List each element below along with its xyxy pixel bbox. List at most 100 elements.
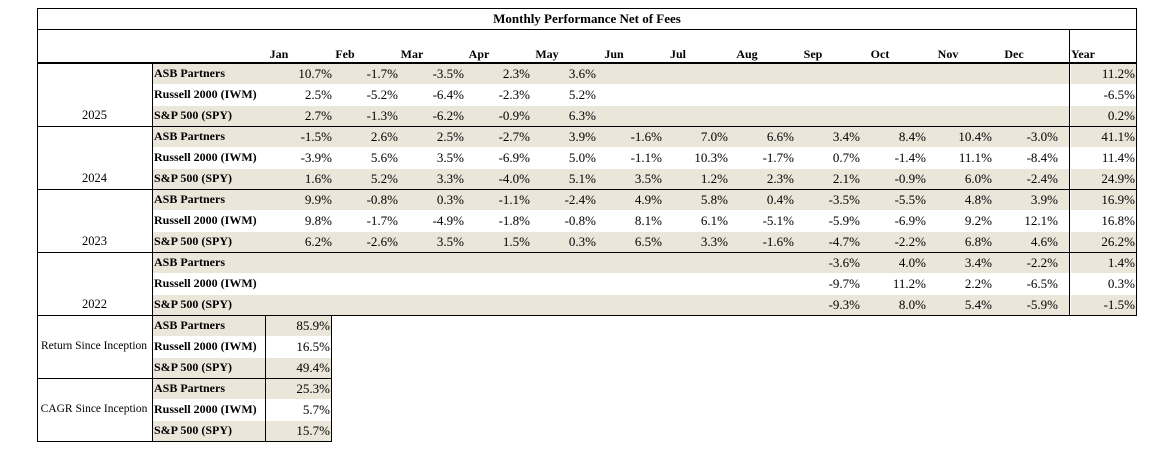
table-cell: -2.4% [1026,171,1058,186]
year-shade [1071,252,1136,273]
table-cell: -2.7% [498,129,530,144]
table-border [265,315,266,441]
year-shade [1071,105,1136,126]
summary-row-shade [153,420,265,441]
month-header-nov: Nov [937,47,959,61]
month-header-jul: Jul [669,47,686,61]
table-cell: 2.3% [766,171,794,186]
table-cell: 4.9% [634,192,662,207]
table-cell: -5.2% [366,87,398,102]
row-shade [153,63,1069,84]
table-cell: -3.0% [1026,129,1058,144]
table-cell: -1.5% [300,129,332,144]
table-cell: 1.6% [304,171,332,186]
table-cell: 9.2% [964,213,992,228]
summary-value: 5.7% [302,402,330,417]
year-shade [1071,63,1136,84]
year-label: 2022 [82,297,107,311]
table-cell: 5.2% [568,87,596,102]
row-label: Russell 2000 (IWM) [154,276,257,290]
row-shade [153,126,1069,147]
year-column-header: Year [1071,47,1095,61]
table-border [152,315,153,441]
table-cell: -3.5% [828,192,860,207]
month-header-dec: Dec [1004,47,1024,61]
row-label: ASB Partners [154,66,225,80]
summary-value: 16.5% [296,339,330,354]
table-cell: -2.4% [564,192,596,207]
row-label: S&P 500 (SPY) [154,234,232,248]
table-cell: -2.6% [366,234,398,249]
table-cell: -6.9% [894,213,926,228]
table-cell: 5.0% [568,150,596,165]
table-cell: 4.0% [898,255,926,270]
table-border [1069,30,1070,315]
table-cell: 9.8% [304,213,332,228]
summary-value-shade [266,378,331,399]
table-cell: -2.3% [498,87,530,102]
table-cell: -1.7% [762,150,794,165]
row-shade [153,168,1069,189]
row-label: Russell 2000 (IWM) [154,213,257,227]
summary-section-label: Return Since Inception [40,340,148,352]
table-cell: -1.7% [366,213,398,228]
table-cell: 2.2% [964,276,992,291]
table-cell: 5.1% [568,171,596,186]
table-cell: 8.1% [634,213,662,228]
table-cell: -2.2% [1026,255,1058,270]
table-cell: -1.7% [366,66,398,81]
table-cell: 8.0% [898,297,926,312]
year-total-cell: 26.2% [1101,234,1135,249]
row-label: S&P 500 (SPY) [154,297,232,311]
table-border [152,63,153,315]
table-cell: 3.4% [832,129,860,144]
summary-row-shade [153,315,265,336]
summary-row-label: ASB Partners [154,381,225,395]
table-cell: 5.4% [964,297,992,312]
summary-value: 49.4% [296,360,330,375]
table-title: Monthly Performance Net of Fees [37,8,1137,30]
month-header-oct: Oct [870,47,890,61]
year-total-cell: 0.2% [1107,108,1135,123]
month-header-jan: Jan [269,47,289,61]
year-shade [1071,189,1136,210]
table-cell: -5.9% [1026,297,1058,312]
table-cell: 3.5% [436,150,464,165]
table-cell: 0.7% [832,150,860,165]
year-total-cell: 41.1% [1101,129,1135,144]
row-shade [153,252,1069,273]
summary-row-label: Russell 2000 (IWM) [154,339,257,353]
table-cell: 11.2% [892,276,926,291]
table-cell: 8.4% [898,129,926,144]
table-cell: 3.4% [964,255,992,270]
month-header-sep: Sep [803,47,823,61]
summary-value: 15.7% [296,423,330,438]
row-label: Russell 2000 (IWM) [154,87,257,101]
table-cell: -4.9% [432,213,464,228]
table-cell: -5.5% [894,192,926,207]
table-cell: 2.7% [304,108,332,123]
year-label: 2024 [82,171,107,185]
table-cell: 0.3% [568,234,596,249]
table-cell: 6.5% [634,234,662,249]
table-cell: -6.2% [432,108,464,123]
row-label: S&P 500 (SPY) [154,171,232,185]
table-cell: -1.1% [498,192,530,207]
table-cell: 9.9% [304,192,332,207]
table-cell: 2.1% [832,171,860,186]
table-cell: 0.3% [436,192,464,207]
table-cell: -1.6% [762,234,794,249]
table-cell: 3.5% [634,171,662,186]
summary-row-label: S&P 500 (SPY) [154,423,232,437]
year-total-cell: 16.8% [1101,213,1135,228]
table-cell: 3.5% [436,234,464,249]
year-total-cell: 11.4% [1101,150,1135,165]
row-shade [153,189,1069,210]
table-cell: -8.4% [1026,150,1058,165]
row-shade [153,294,1069,315]
row-shade [153,231,1069,252]
table-cell: -5.1% [762,213,794,228]
table-cell: 3.3% [436,171,464,186]
month-header-aug: Aug [736,47,758,61]
table-cell: 10.4% [958,129,992,144]
